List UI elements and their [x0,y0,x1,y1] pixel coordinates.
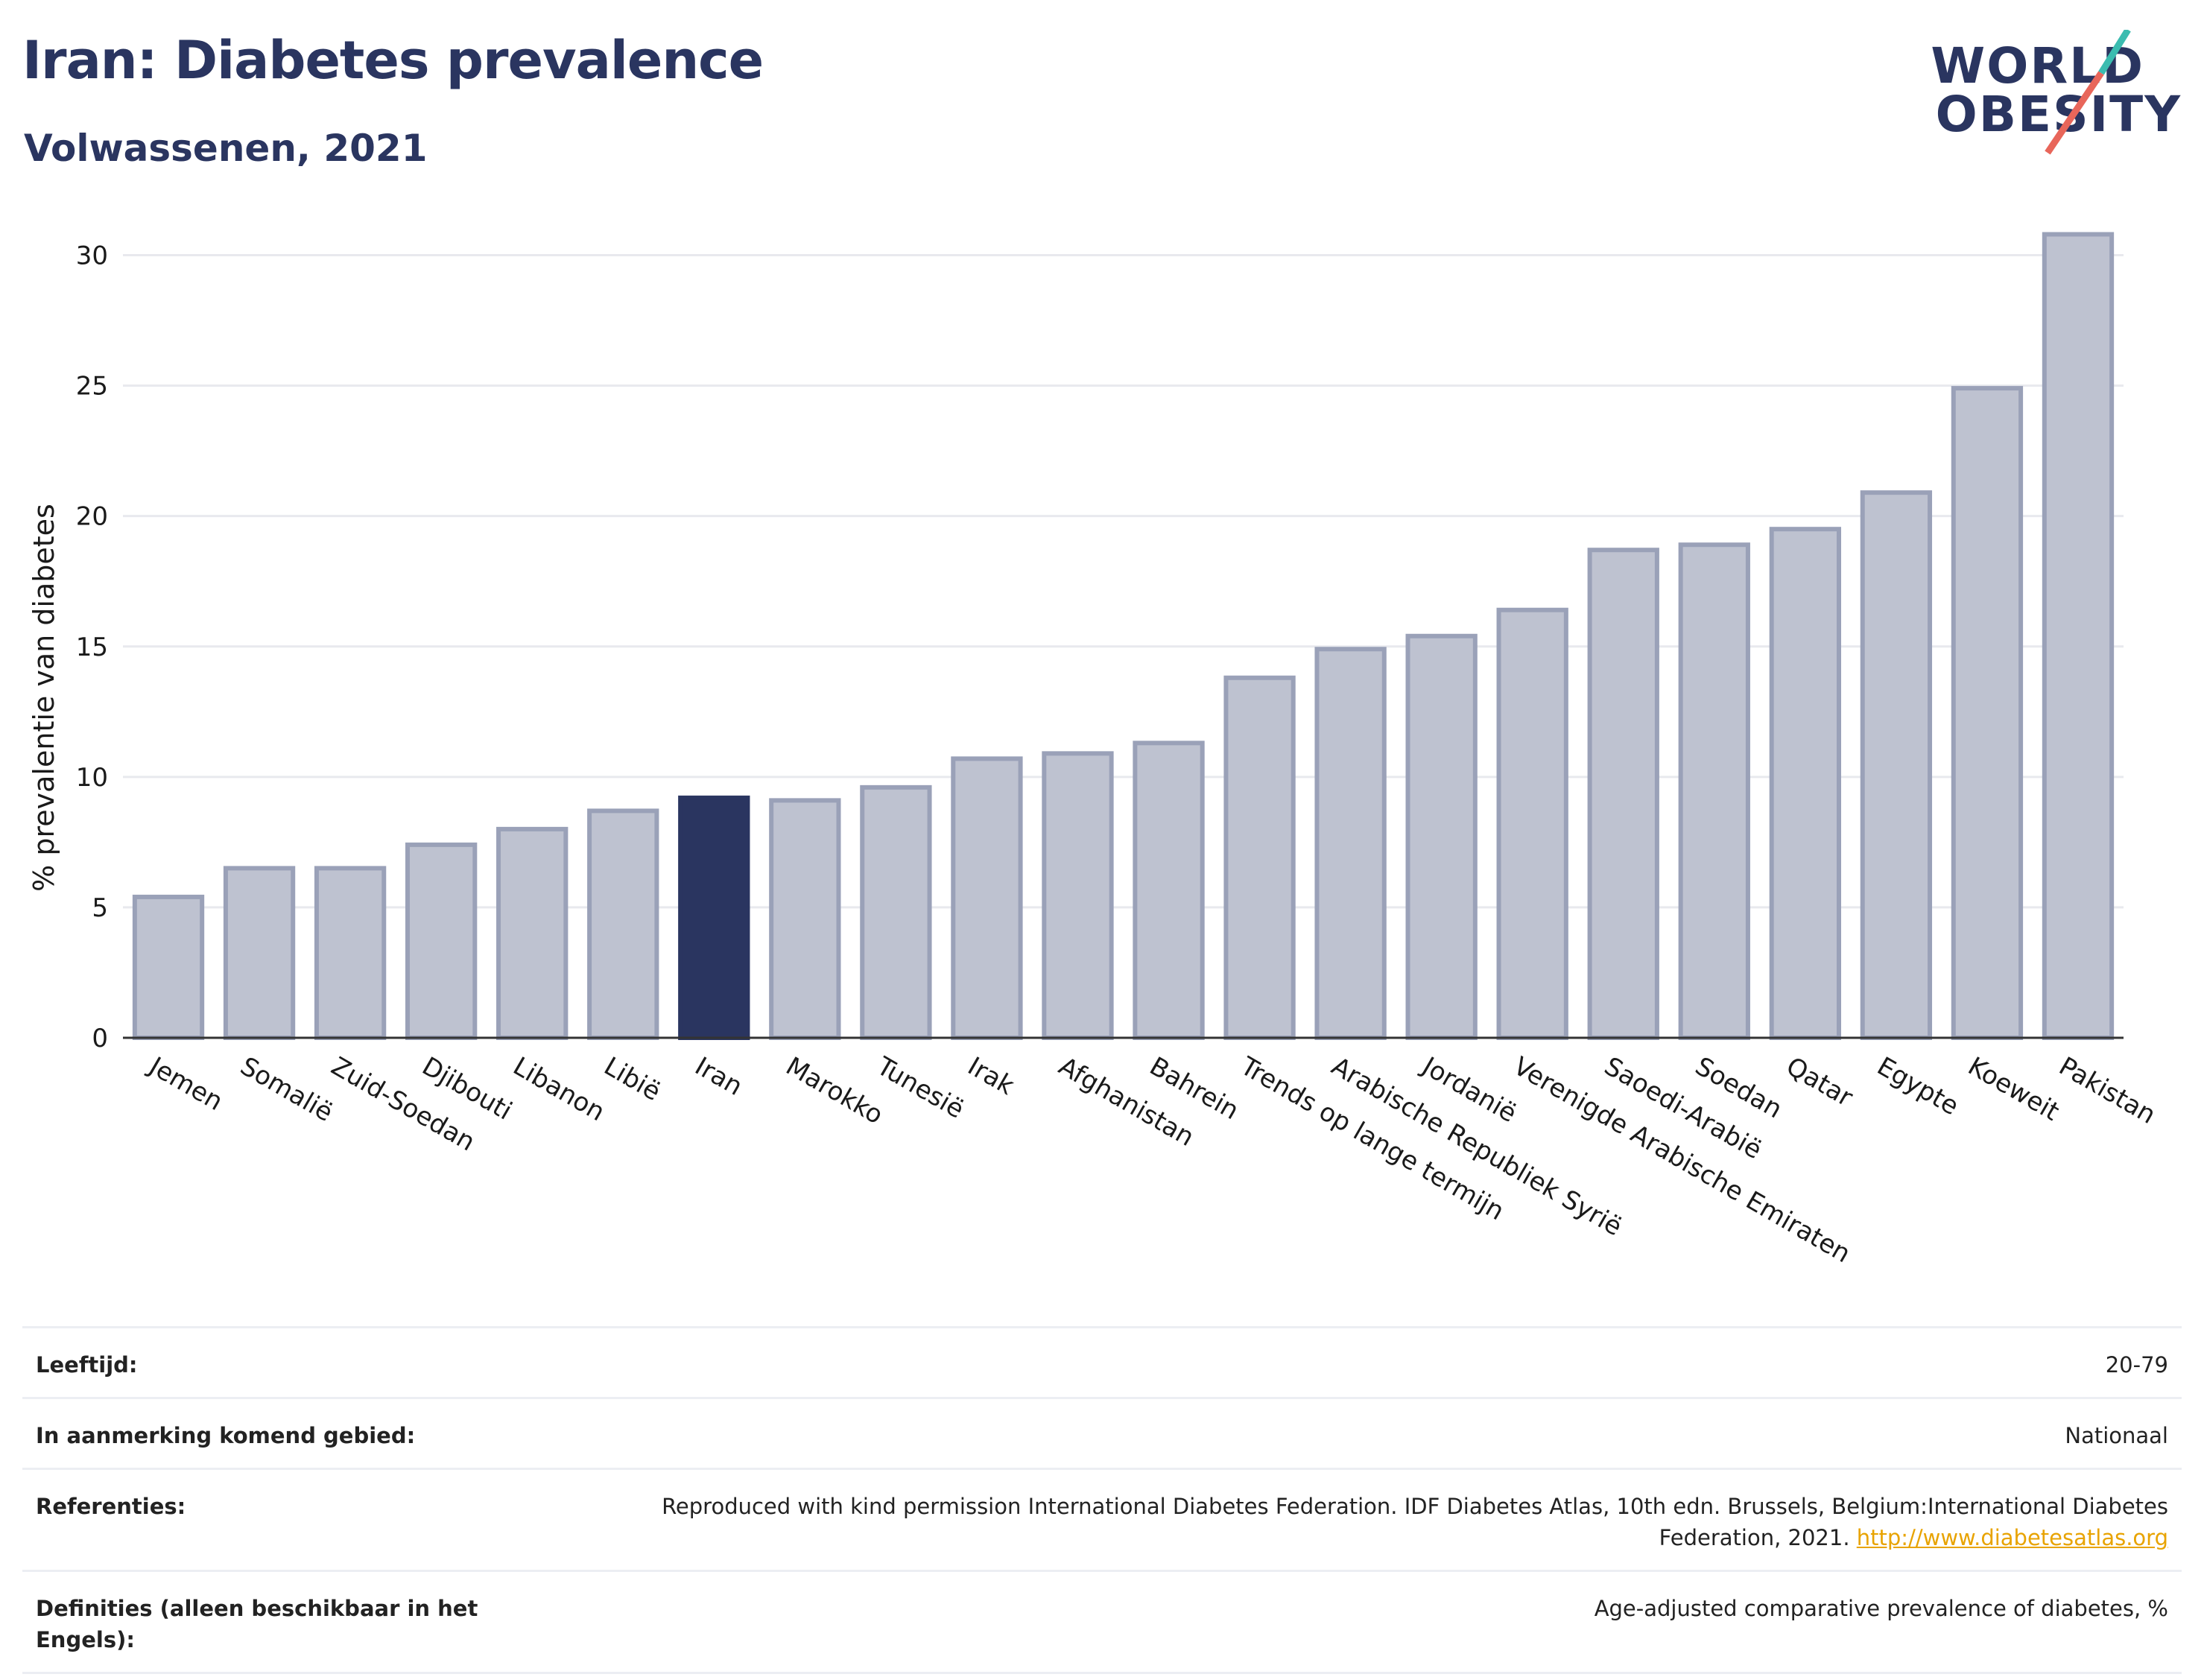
x-tick-label: Libië [599,1051,666,1107]
y-tick-label: 15 [76,633,108,662]
bar [1860,490,1933,1040]
bar [1042,751,1114,1040]
bar [860,784,932,1040]
x-tick-label: Pakistan [2053,1051,2160,1130]
meta-row-definitions: Definities (alleen beschikbaar in het En… [22,1570,2182,1674]
bar [132,894,205,1041]
bar [1587,548,1659,1040]
meta-label: Leeftijd: [36,1352,138,1378]
bar [1405,633,1478,1040]
y-tick-label: 20 [76,502,108,532]
bar [1223,675,1296,1040]
bar [1769,527,1841,1040]
bar [1133,741,1205,1040]
x-tick-label: Irak [963,1051,1019,1101]
bar [1496,607,1568,1040]
meta-row-area: In aanmerking komend gebied: Nationaal [22,1397,2182,1468]
meta-value: 20-79 [2105,1352,2168,1378]
meta-label: Definities (alleen beschikbaar in het En… [36,1596,478,1652]
bar [314,866,387,1041]
y-tick-label: 30 [76,241,108,271]
y-tick-label: 10 [76,763,108,793]
bar [2042,232,2115,1040]
bar [587,808,659,1040]
bar [769,798,841,1040]
x-tick-label: Qatar [1781,1051,1858,1113]
metadata-table: Leeftijd: 20-79 In aanmerking komend geb… [22,1326,2182,1674]
bar-highlighted [678,795,750,1040]
y-tick-labels: 0 5 10 15 20 25 30 [76,241,108,1053]
meta-value: Age-adjusted comparative prevalence of d… [1594,1596,2168,1621]
bar [1678,542,1750,1040]
bar-chart: 0 5 10 15 20 25 30 Jemen SomaliëZuid-SoedanDjib… [28,232,2161,1269]
world-obesity-logo: WORLD OBESITY [1928,30,2182,164]
x-tick-labels: Jemen SomaliëZuid-SoedanDjiboutiLibanonLi… [143,1050,2161,1269]
x-tick-label: Marokko [781,1051,888,1130]
x-tick-label: Libanon [508,1051,610,1127]
meta-label: In aanmerking komend gebied: [36,1423,416,1448]
bar [1951,386,2024,1041]
bars [132,232,2115,1041]
meta-value: Reproduced with kind permission Internat… [641,1491,2168,1553]
y-tick-label: 0 [92,1024,108,1053]
x-tick-label: Egypte [1872,1051,1963,1121]
meta-row-references: Referenties: Reproduced with kind permis… [22,1468,2182,1570]
x-tick-label: Tunesië [871,1051,969,1125]
reference-text: Reproduced with kind permission Internat… [662,1494,2168,1550]
logo-slash-icon [2045,30,2131,155]
y-axis-label: % prevalentie van diabetes [28,504,60,892]
bar [405,842,478,1041]
y-tick-label: 25 [76,372,108,402]
reference-link[interactable]: http://www.diabetesatlas.org [1856,1525,2168,1550]
bar [951,756,1023,1040]
meta-label: Referenties: [36,1494,186,1519]
page-title: Iran: Diabetes prevalence [22,30,764,91]
y-tick-label: 5 [92,893,108,923]
x-tick-label: Koeweit [1963,1051,2064,1127]
x-tick-label: Iran [690,1051,747,1102]
page-subtitle: Volwassenen, 2021 [24,127,428,170]
meta-value: Nationaal [2065,1423,2168,1448]
x-tick-label: Somalië [235,1051,338,1128]
bar [223,866,296,1041]
meta-row-age: Leeftijd: 20-79 [22,1326,2182,1397]
x-tick-label: Jemen [143,1050,228,1117]
bar [1314,647,1387,1040]
bar [496,826,569,1040]
